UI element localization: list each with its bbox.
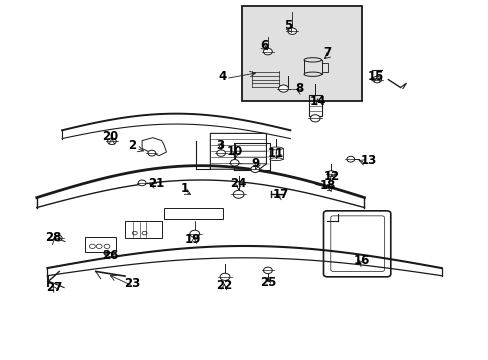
Circle shape xyxy=(372,76,381,83)
Circle shape xyxy=(54,235,62,241)
Bar xyxy=(125,221,161,238)
Ellipse shape xyxy=(269,147,282,150)
Text: 9: 9 xyxy=(251,157,259,170)
Text: 27: 27 xyxy=(46,281,62,294)
Ellipse shape xyxy=(304,72,321,76)
Circle shape xyxy=(310,115,320,122)
Text: 7: 7 xyxy=(323,46,331,59)
Bar xyxy=(84,237,116,252)
Text: 5: 5 xyxy=(284,19,292,32)
Text: 11: 11 xyxy=(267,147,284,159)
Text: 20: 20 xyxy=(102,130,118,144)
Text: 22: 22 xyxy=(216,279,232,292)
Circle shape xyxy=(216,150,225,156)
Circle shape xyxy=(263,48,272,55)
FancyBboxPatch shape xyxy=(242,6,361,101)
Text: 3: 3 xyxy=(216,139,224,152)
Text: 1: 1 xyxy=(181,183,189,195)
Text: 2: 2 xyxy=(128,139,136,152)
Circle shape xyxy=(230,159,239,166)
Text: 17: 17 xyxy=(272,188,288,201)
Text: 26: 26 xyxy=(102,249,119,262)
Circle shape xyxy=(233,190,244,198)
Bar xyxy=(308,95,321,116)
Circle shape xyxy=(189,230,199,237)
Circle shape xyxy=(346,156,354,162)
Circle shape xyxy=(148,150,156,156)
Circle shape xyxy=(250,166,259,172)
Text: 12: 12 xyxy=(324,170,340,183)
Text: 21: 21 xyxy=(147,177,163,190)
Circle shape xyxy=(138,180,146,186)
Text: 10: 10 xyxy=(226,145,243,158)
Circle shape xyxy=(327,171,334,176)
Bar xyxy=(163,208,222,220)
Circle shape xyxy=(263,267,272,274)
Circle shape xyxy=(278,85,288,92)
Text: 8: 8 xyxy=(294,82,303,95)
Circle shape xyxy=(220,273,229,280)
Circle shape xyxy=(287,28,296,35)
Text: 18: 18 xyxy=(320,179,336,192)
Text: 14: 14 xyxy=(309,95,325,108)
Circle shape xyxy=(107,138,116,144)
Ellipse shape xyxy=(269,158,282,161)
Text: 28: 28 xyxy=(45,231,61,244)
Ellipse shape xyxy=(304,58,321,62)
Text: 4: 4 xyxy=(218,69,226,82)
Text: 16: 16 xyxy=(353,254,369,267)
Text: 6: 6 xyxy=(259,39,267,52)
Text: 24: 24 xyxy=(230,177,246,190)
Text: 25: 25 xyxy=(259,276,276,289)
Text: 13: 13 xyxy=(360,154,376,167)
Text: 23: 23 xyxy=(124,278,140,291)
Text: 19: 19 xyxy=(185,233,201,246)
Text: 15: 15 xyxy=(367,69,384,82)
